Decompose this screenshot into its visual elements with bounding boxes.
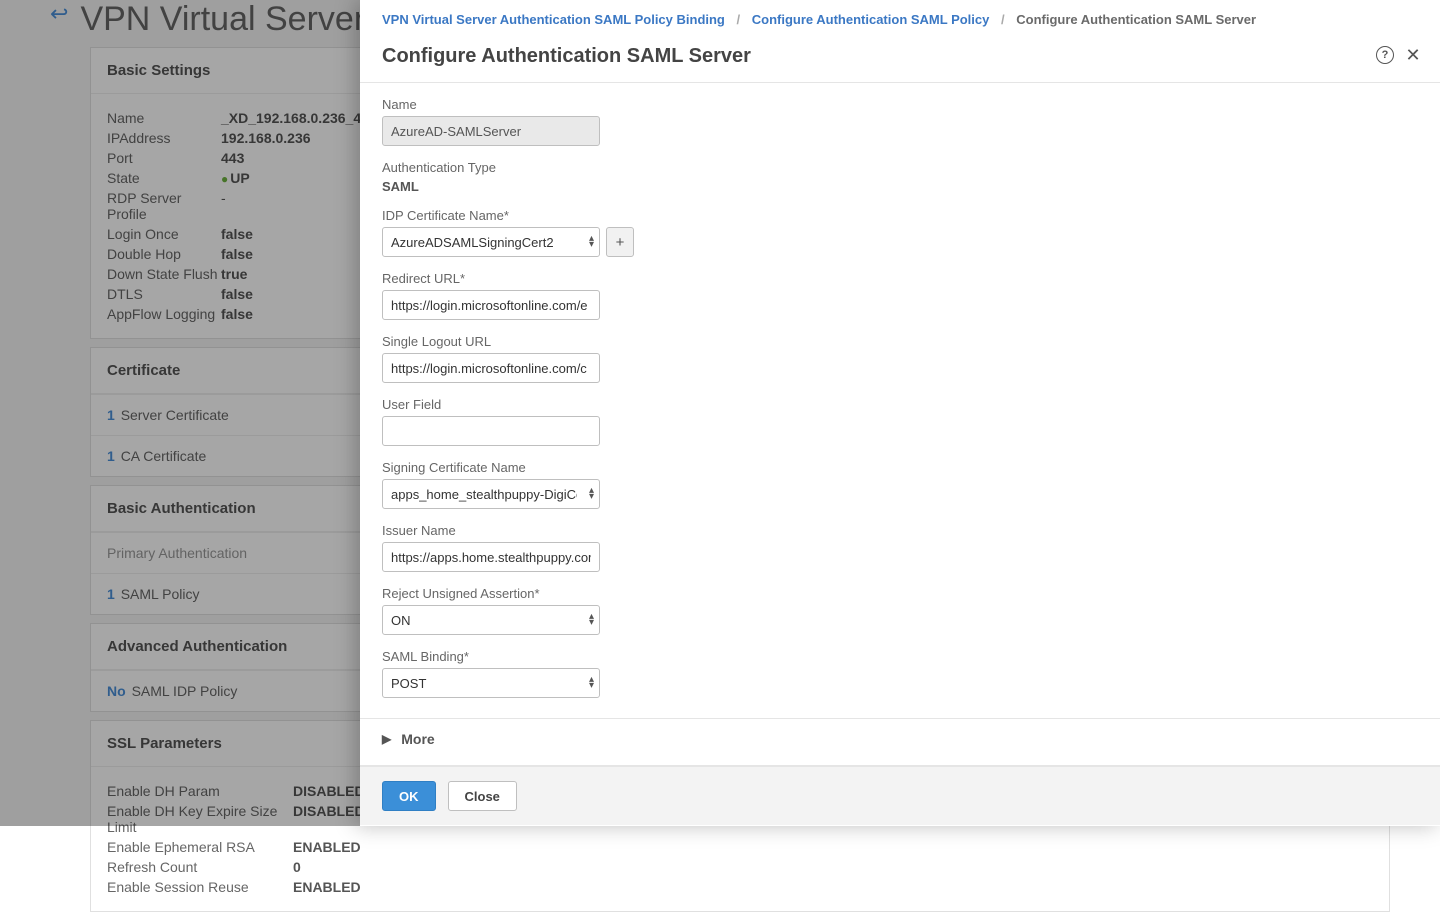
logout-input[interactable] (382, 353, 600, 383)
signingcert-select[interactable]: apps_home_stealthpuppy-DigiCe (382, 479, 600, 509)
ssl-refresh-value: 0 (293, 859, 301, 875)
name-label: Name (382, 97, 1418, 112)
reject-label: Reject Unsigned Assertion* (382, 586, 1418, 601)
breadcrumb-link-2[interactable]: Configure Authentication SAML Policy (752, 12, 990, 27)
breadcrumb-link-1[interactable]: VPN Virtual Server Authentication SAML P… (382, 12, 725, 27)
ssl-sessreuse-value: ENABLED (293, 879, 361, 895)
help-icon[interactable]: ? (1376, 46, 1394, 64)
userfield-input[interactable] (382, 416, 600, 446)
userfield-label: User Field (382, 397, 1418, 412)
authtype-value: SAML (382, 179, 1418, 194)
ssl-refresh-label: Refresh Count (107, 859, 293, 875)
ssl-ephrsa-label: Enable Ephemeral RSA (107, 839, 293, 855)
panel-title: Configure Authentication SAML Server (382, 45, 1418, 68)
redirect-input[interactable] (382, 290, 600, 320)
breadcrumb-current: Configure Authentication SAML Server (1016, 12, 1256, 27)
breadcrumb: VPN Virtual Server Authentication SAML P… (382, 12, 1418, 27)
panel-footer: OK Close (360, 766, 1440, 825)
ssl-sessreuse-label: Enable Session Reuse (107, 879, 293, 895)
idpcert-label: IDP Certificate Name* (382, 208, 1418, 223)
chevron-right-icon: ▶ (382, 732, 391, 746)
more-toggle[interactable]: ▶ More (360, 719, 1440, 759)
close-icon[interactable]: ✕ (1404, 46, 1422, 64)
issuer-label: Issuer Name (382, 523, 1418, 538)
binding-select[interactable]: POST (382, 668, 600, 698)
ssl-ephrsa-value: ENABLED (293, 839, 361, 855)
breadcrumb-sep-2: / (1001, 12, 1005, 27)
name-input (382, 116, 600, 146)
authtype-label: Authentication Type (382, 160, 1418, 175)
issuer-input[interactable] (382, 542, 600, 572)
more-label: More (401, 731, 434, 747)
panel-body: Name Authentication Type SAML IDP Certif… (360, 83, 1440, 712)
breadcrumb-sep-1: / (737, 12, 741, 27)
redirect-label: Redirect URL* (382, 271, 1418, 286)
configure-saml-server-panel: VPN Virtual Server Authentication SAML P… (360, 0, 1440, 826)
panel-header: VPN Virtual Server Authentication SAML P… (360, 0, 1440, 83)
idpcert-select[interactable]: AzureADSAMLSigningCert2 (382, 227, 600, 257)
add-idpcert-button[interactable]: + (606, 227, 634, 257)
ok-button[interactable]: OK (382, 781, 436, 811)
binding-label: SAML Binding* (382, 649, 1418, 664)
signingcert-label: Signing Certificate Name (382, 460, 1418, 475)
close-button[interactable]: Close (448, 781, 517, 811)
logout-label: Single Logout URL (382, 334, 1418, 349)
reject-select[interactable]: ON (382, 605, 600, 635)
